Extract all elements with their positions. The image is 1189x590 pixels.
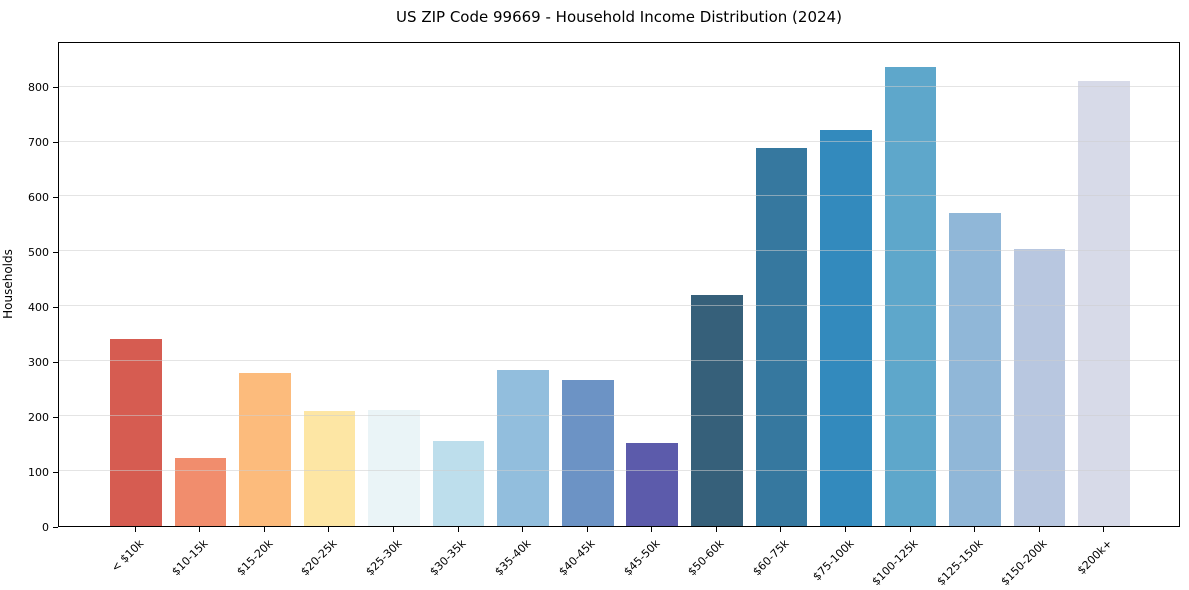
bar-< $10k xyxy=(110,338,162,526)
y-tick-mark xyxy=(53,361,58,363)
y-tick-mark xyxy=(53,251,58,253)
y-tick-label: 600 xyxy=(28,190,49,204)
gridline-500 xyxy=(59,250,1179,252)
bar-$35-40k xyxy=(497,370,549,526)
bar-$20-25k xyxy=(303,411,356,526)
x-tick-mark xyxy=(328,527,330,532)
bar-$15-20k xyxy=(239,372,291,526)
y-tick-mark xyxy=(53,196,58,198)
bar-$40-45k xyxy=(561,379,614,526)
y-tick-label: 200 xyxy=(28,410,49,424)
y-tick-mark xyxy=(53,526,58,528)
bar-$200k+ xyxy=(1078,81,1130,526)
x-tick-mark xyxy=(715,527,717,532)
x-tick-mark xyxy=(974,527,976,532)
y-tick-label: 300 xyxy=(28,355,49,369)
x-tick-mark xyxy=(263,527,265,532)
bar-$50-60k xyxy=(691,294,743,526)
bar-$10-15k xyxy=(174,457,227,526)
x-tick-mark xyxy=(1103,527,1105,532)
bar-$60-75k xyxy=(755,148,808,526)
x-tick-mark xyxy=(393,527,395,532)
bar-$25-30k xyxy=(368,410,420,526)
y-tick-label: 700 xyxy=(28,136,49,149)
x-tick-mark xyxy=(586,527,588,532)
gridline-700 xyxy=(59,140,1179,142)
bar-$30-35k xyxy=(432,440,485,526)
x-tick-mark xyxy=(457,527,459,532)
gridline-400 xyxy=(59,305,1179,307)
gridline-100 xyxy=(59,470,1179,472)
x-tick-mark xyxy=(780,527,782,532)
bar-$75-100k xyxy=(820,129,872,526)
y-tick-label: 500 xyxy=(28,245,49,259)
y-tick-label: 400 xyxy=(28,300,49,314)
gridline-200 xyxy=(59,415,1179,417)
gridline-300 xyxy=(59,360,1179,362)
x-tick-mark xyxy=(522,527,524,532)
bar-$45-50k xyxy=(626,442,679,526)
y-tick-label: 800 xyxy=(28,81,49,95)
bar-$100-125k xyxy=(884,67,937,526)
y-tick-label: 0 xyxy=(42,520,49,534)
x-tick-mark xyxy=(909,527,911,532)
x-tick-mark xyxy=(1038,527,1040,532)
chart-title: US ZIP Code 99669 - Household Income Dis… xyxy=(396,8,842,26)
y-tick-mark xyxy=(53,142,58,143)
y-tick-mark xyxy=(53,416,58,418)
gridline-600 xyxy=(59,195,1179,197)
gridline-800 xyxy=(59,85,1179,87)
y-tick-mark xyxy=(53,87,58,89)
y-tick-mark xyxy=(53,306,58,308)
plot-area xyxy=(58,42,1180,527)
bar-$125-150k xyxy=(949,213,1001,526)
x-tick-mark xyxy=(844,527,846,532)
x-tick-mark xyxy=(651,527,653,532)
x-tick-mark xyxy=(199,527,201,532)
x-tick-mark xyxy=(134,527,136,532)
y-tick-label: 100 xyxy=(28,465,49,479)
bar-$150-200k xyxy=(1013,248,1066,526)
y-tick-mark xyxy=(53,471,58,473)
